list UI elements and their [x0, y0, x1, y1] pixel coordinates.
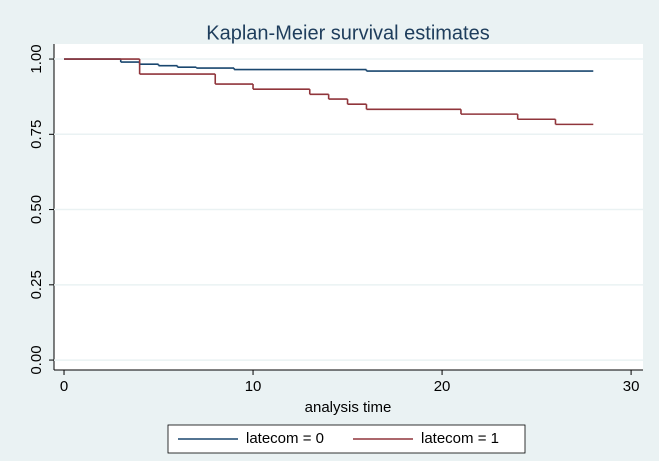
x-tick-label: 0: [60, 378, 68, 395]
y-tick-label: 0.50: [28, 195, 45, 224]
plot-area: [54, 44, 643, 370]
x-axis-title: analysis time: [305, 399, 392, 416]
y-tick-label: 1.00: [28, 44, 45, 73]
chart-title: Kaplan-Meier survival estimates: [206, 22, 489, 44]
y-tick-label: 0.25: [28, 270, 45, 299]
legend-label: latecom = 1: [421, 430, 499, 447]
legend-label: latecom = 0: [246, 430, 324, 447]
x-tick-label: 30: [623, 378, 640, 395]
x-tick-label: 10: [245, 378, 262, 395]
y-tick-label: 0.75: [28, 120, 45, 149]
x-tick-label: 20: [434, 378, 451, 395]
y-tick-label: 0.00: [28, 345, 45, 374]
